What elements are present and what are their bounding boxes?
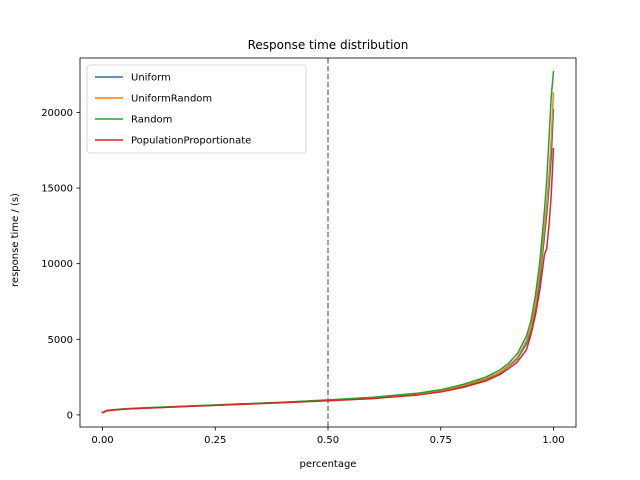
legend: Uniform UniformRandom Random PopulationProp…	[86, 64, 307, 154]
x-axis-label: percentage	[300, 459, 357, 470]
x-tick-label: 0.00	[91, 435, 113, 446]
x-tick-label: 1.00	[542, 435, 564, 446]
x-tick-label: 0.50	[317, 435, 339, 446]
y-tick-label: 20000	[41, 108, 73, 119]
y-axis-label: response time / (s)	[10, 193, 21, 287]
legend-box	[86, 64, 307, 154]
plot-area	[101, 58, 555, 427]
x-tick-label: 0.75	[430, 435, 452, 446]
y-tick-label: 15000	[41, 184, 73, 195]
legend-label: UniformRandom	[131, 94, 212, 105]
legend-label: Random	[131, 115, 172, 126]
y-tick-label: 0	[67, 410, 73, 421]
y-tick-label: 10000	[41, 259, 73, 270]
series-line-populationproportionate	[101, 147, 555, 414]
x-tick-label: 0.25	[204, 435, 226, 446]
legend-label: Uniform	[131, 73, 171, 84]
chart-title: Response time distribution	[248, 38, 409, 52]
legend-label: PopulationProportionate	[131, 136, 251, 147]
axes: 0.00 0.25 0.50 0.75 1.00 0 5000 10000 15000 20000	[41, 57, 577, 446]
y-tick-label: 5000	[48, 335, 73, 346]
